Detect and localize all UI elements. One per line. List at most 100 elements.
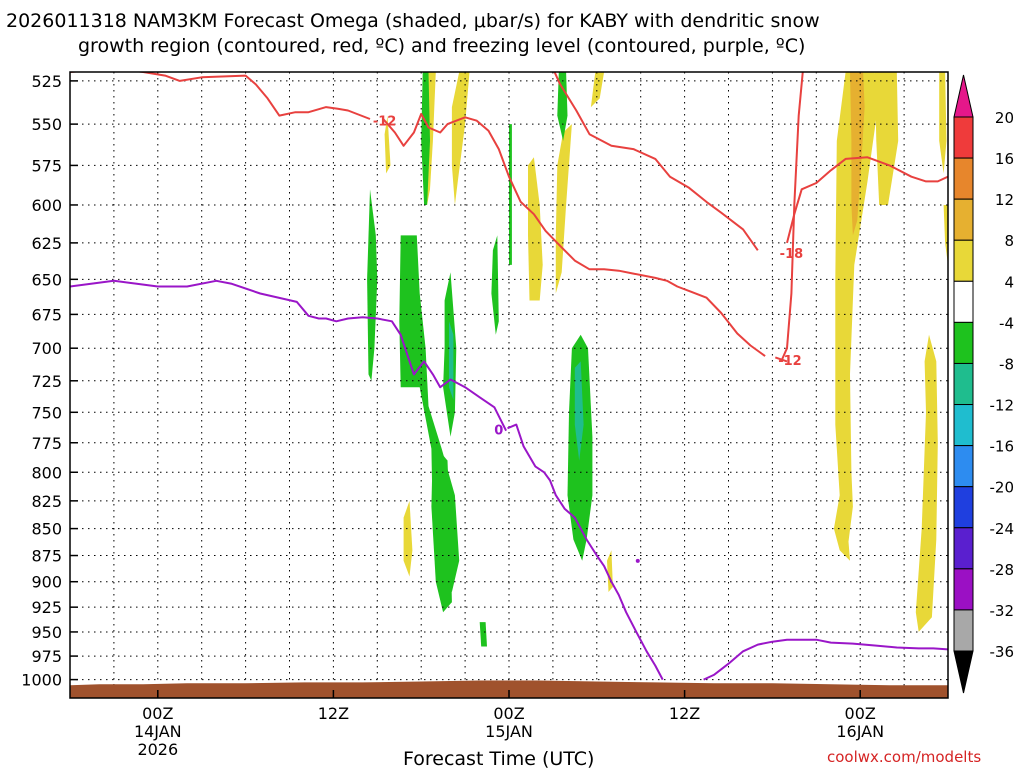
omega-region-1 — [384, 115, 391, 174]
y-tick-label-775: 775 — [31, 434, 62, 453]
x-tick-date-0: 14JAN — [134, 722, 182, 741]
red-contour-label-0: -12 — [373, 115, 397, 130]
purple-contour-line-1 — [507, 423, 664, 681]
omega-region-4 — [555, 124, 572, 294]
omega-region-18 — [431, 442, 452, 613]
colorbar-bin-16 — [953, 116, 974, 159]
y-tick-label-625: 625 — [31, 234, 62, 253]
red-contour-label-4: -18 — [780, 247, 804, 262]
omega-region-24 — [449, 321, 454, 400]
y-tick-label-825: 825 — [31, 492, 62, 511]
colorbar-label-12: -32 — [990, 602, 1015, 620]
colorbar-bin--36 — [953, 609, 974, 652]
y-tick-label-600: 600 — [31, 196, 62, 215]
omega-region-12 — [943, 205, 948, 265]
grid-lines — [70, 72, 948, 698]
omega-region-21 — [509, 124, 512, 265]
red-contour-line-6 — [786, 156, 948, 244]
colorbar-label-8: -16 — [990, 438, 1015, 456]
omega-region-23 — [557, 72, 568, 141]
y-tick-label-925: 925 — [31, 598, 62, 617]
omega-region-0 — [451, 72, 470, 205]
x-tick-label-3: 12Z — [669, 704, 700, 723]
colorbar-label-10: -24 — [990, 520, 1015, 538]
y-tick-label-800: 800 — [31, 463, 62, 482]
y-tick-label-650: 650 — [31, 270, 62, 289]
x-tick-label-0: 00Z — [142, 704, 173, 723]
x-tick-date-2: 15JAN — [485, 722, 533, 741]
x-tick-year-0: 2026 — [137, 740, 178, 759]
x-tick-label-4: 00Z — [845, 704, 876, 723]
colorbar-label-6: -8 — [999, 355, 1014, 373]
omega-region-10 — [915, 334, 938, 632]
omega-region-25 — [574, 361, 584, 461]
y-tick-label-1000: 1000 — [21, 671, 62, 690]
terrain-polygon — [70, 680, 948, 698]
colorbar-top-arrow — [953, 74, 974, 118]
colorbar: 20 16 12 8 4 -4 -8 -12 -16 -20 -24 -28 -32 -36 — [953, 74, 1015, 694]
omega-region-20 — [491, 235, 499, 335]
credit-link[interactable]: coolwx.com/modelts — [827, 748, 981, 766]
colorbar-bin--12 — [953, 362, 974, 406]
colorbar-label-4: 4 — [1004, 273, 1014, 291]
y-tick-label-675: 675 — [31, 305, 62, 324]
omega-region-6 — [403, 500, 413, 577]
colorbar-label-3: 8 — [1004, 232, 1014, 250]
omega-region-8 — [833, 72, 878, 561]
purple-contour-line-0 — [70, 279, 507, 432]
colorbar-bin-12 — [953, 157, 974, 200]
colorbar-bin--4 — [953, 280, 974, 323]
chart-title-line-2: growth region (contoured, red, ºC) and f… — [78, 35, 805, 57]
omega-region-15 — [367, 189, 378, 381]
colorbar-label-5: -4 — [999, 314, 1014, 332]
red-contour-line-3 — [553, 72, 759, 251]
red-contour-line-1 — [382, 112, 766, 357]
x-axis-label: Forecast Time (UTC) — [403, 748, 594, 768]
chart-title-line-1: 2026011318 NAM3KM Forecast Omega (shaded… — [6, 10, 820, 32]
omega-region-7 — [607, 550, 613, 592]
colorbar-label-2: 12 — [995, 191, 1014, 209]
y-tick-label-950: 950 — [31, 623, 62, 642]
y-tick-label-750: 750 — [31, 403, 62, 422]
omega-region-9 — [874, 72, 899, 205]
omega-region-11 — [939, 72, 947, 174]
colorbar-bin--8 — [953, 321, 974, 364]
red-contour-line-0 — [70, 72, 371, 120]
colorbar-label-0: 20 — [995, 109, 1014, 127]
colorbar-bin--24 — [953, 486, 974, 529]
omega-shading — [367, 72, 948, 647]
colorbar-label-11: -28 — [990, 561, 1015, 579]
omega-region-5 — [590, 72, 605, 108]
colorbar-bin--20 — [953, 445, 974, 488]
colorbar-bin-4 — [953, 239, 974, 282]
colorbar-label-13: -36 — [990, 643, 1015, 661]
omega-region-13 — [850, 72, 865, 236]
colorbar-label-1: 16 — [995, 150, 1014, 168]
purple-contour-label-0: 0 — [494, 423, 503, 438]
red-contour-line-5 — [780, 72, 804, 362]
y-tick-label-900: 900 — [31, 573, 62, 592]
y-tick-label-975: 975 — [31, 647, 62, 666]
purple-contour-line-2 — [703, 638, 948, 681]
colorbar-bin--32 — [953, 568, 974, 611]
y-tick-label-575: 575 — [31, 156, 62, 175]
x-tick-date-4: 16JAN — [836, 722, 884, 741]
colorbar-label-7: -12 — [990, 397, 1015, 415]
terrain-fill — [70, 680, 948, 698]
colorbar-bottom-arrow — [953, 650, 974, 694]
y-tick-label-550: 550 — [31, 115, 62, 134]
x-tick-label-1: 12Z — [318, 704, 349, 723]
red-contour-label-2: -12 — [778, 354, 802, 369]
x-tick-label-2: 00Z — [493, 704, 524, 723]
colorbar-bin--28 — [953, 527, 974, 570]
omega-region-14 — [421, 72, 430, 205]
y-tick-label-525: 525 — [31, 72, 62, 91]
purple-contour-dot — [635, 558, 640, 563]
omega-region-3 — [528, 157, 543, 301]
omega-region-19 — [479, 622, 487, 647]
y-tick-label-725: 725 — [31, 372, 62, 391]
y-tick-label-700: 700 — [31, 339, 62, 358]
colorbar-bin--16 — [953, 404, 974, 447]
